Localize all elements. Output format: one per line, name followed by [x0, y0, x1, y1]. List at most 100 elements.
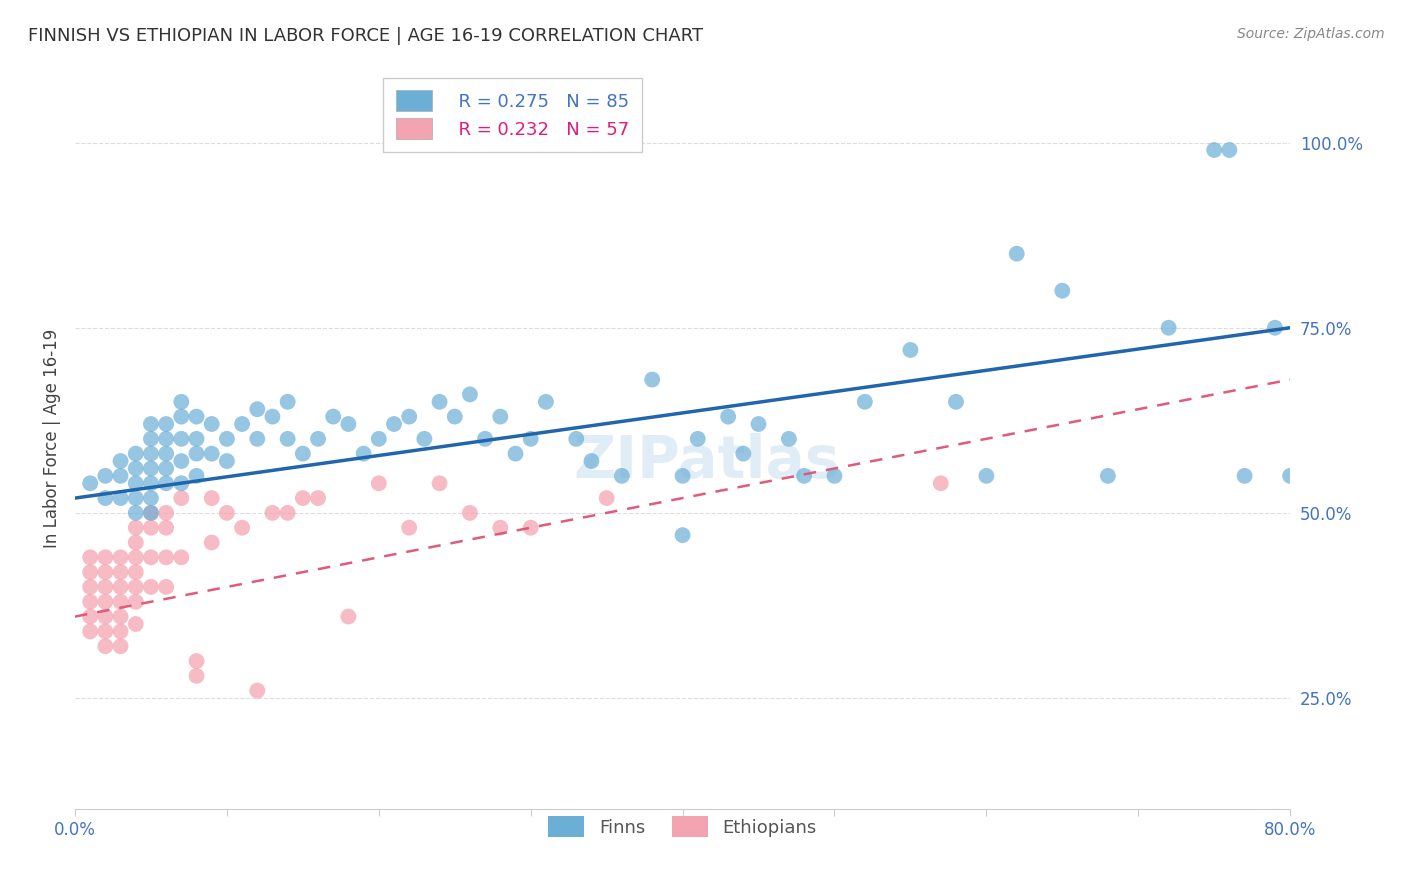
Point [94, 468, 117, 483]
Point [505, 447, 527, 461]
Point [458, 387, 481, 401]
Point [246, 402, 269, 417]
Point [125, 565, 148, 579]
Point [671, 468, 693, 483]
Point [79, 595, 101, 609]
Point [170, 476, 193, 491]
Point [139, 447, 162, 461]
Point [201, 417, 224, 431]
Point [139, 550, 162, 565]
Point [519, 432, 541, 446]
Point [929, 476, 952, 491]
Point [155, 417, 177, 431]
Point [489, 521, 512, 535]
Text: Source: ZipAtlas.com: Source: ZipAtlas.com [1237, 27, 1385, 41]
Point [79, 624, 101, 639]
Point [398, 521, 420, 535]
Point [186, 447, 208, 461]
Point [277, 506, 299, 520]
Point [976, 468, 998, 483]
Point [125, 595, 148, 609]
Point [170, 432, 193, 446]
Text: FINNISH VS ETHIOPIAN IN LABOR FORCE | AGE 16-19 CORRELATION CHART: FINNISH VS ETHIOPIAN IN LABOR FORCE | AG… [28, 27, 703, 45]
Point [641, 373, 664, 387]
Point [853, 394, 876, 409]
Point [824, 468, 846, 483]
Point [186, 669, 208, 683]
Point [139, 432, 162, 446]
Point [534, 394, 557, 409]
Point [429, 476, 451, 491]
Point [489, 409, 512, 424]
Point [1005, 246, 1028, 260]
Point [155, 506, 177, 520]
Point [125, 617, 148, 632]
Point [519, 521, 541, 535]
Point [186, 468, 208, 483]
Point [139, 521, 162, 535]
Point [1157, 320, 1180, 334]
Point [322, 409, 344, 424]
Point [1204, 143, 1226, 157]
Point [94, 624, 117, 639]
Point [413, 432, 436, 446]
Point [170, 394, 193, 409]
Point [443, 409, 465, 424]
Point [170, 491, 193, 505]
Point [398, 409, 420, 424]
Point [291, 447, 314, 461]
Point [1264, 320, 1286, 334]
Point [110, 491, 132, 505]
Point [353, 447, 375, 461]
Point [610, 468, 633, 483]
Point [94, 639, 117, 653]
Point [337, 417, 360, 431]
Point [110, 624, 132, 639]
Point [458, 506, 481, 520]
Text: ZIPatlas: ZIPatlas [574, 433, 841, 490]
Point [125, 535, 148, 549]
Point [125, 476, 148, 491]
Point [139, 506, 162, 520]
Point [1052, 284, 1074, 298]
Point [215, 432, 238, 446]
Point [110, 468, 132, 483]
Point [155, 521, 177, 535]
Point [793, 468, 815, 483]
Point [94, 609, 117, 624]
Point [246, 432, 269, 446]
Point [125, 580, 148, 594]
Point [110, 580, 132, 594]
Point [307, 432, 329, 446]
Point [186, 409, 208, 424]
Point [94, 580, 117, 594]
Point [125, 447, 148, 461]
Point [1279, 468, 1302, 483]
Point [170, 454, 193, 468]
Point [139, 506, 162, 520]
Point [291, 491, 314, 505]
Point [367, 476, 389, 491]
Point [1097, 468, 1119, 483]
Point [671, 528, 693, 542]
Point [125, 550, 148, 565]
Point [201, 535, 224, 549]
Point [262, 506, 284, 520]
Point [595, 491, 617, 505]
Point [79, 565, 101, 579]
Point [155, 447, 177, 461]
Point [94, 595, 117, 609]
Point [581, 454, 603, 468]
Point [215, 454, 238, 468]
Point [79, 580, 101, 594]
Point [429, 394, 451, 409]
Point [900, 343, 922, 357]
Point [778, 432, 800, 446]
Point [170, 409, 193, 424]
Point [125, 491, 148, 505]
Point [110, 565, 132, 579]
Point [382, 417, 405, 431]
Point [1233, 468, 1256, 483]
Point [110, 454, 132, 468]
Point [139, 461, 162, 475]
